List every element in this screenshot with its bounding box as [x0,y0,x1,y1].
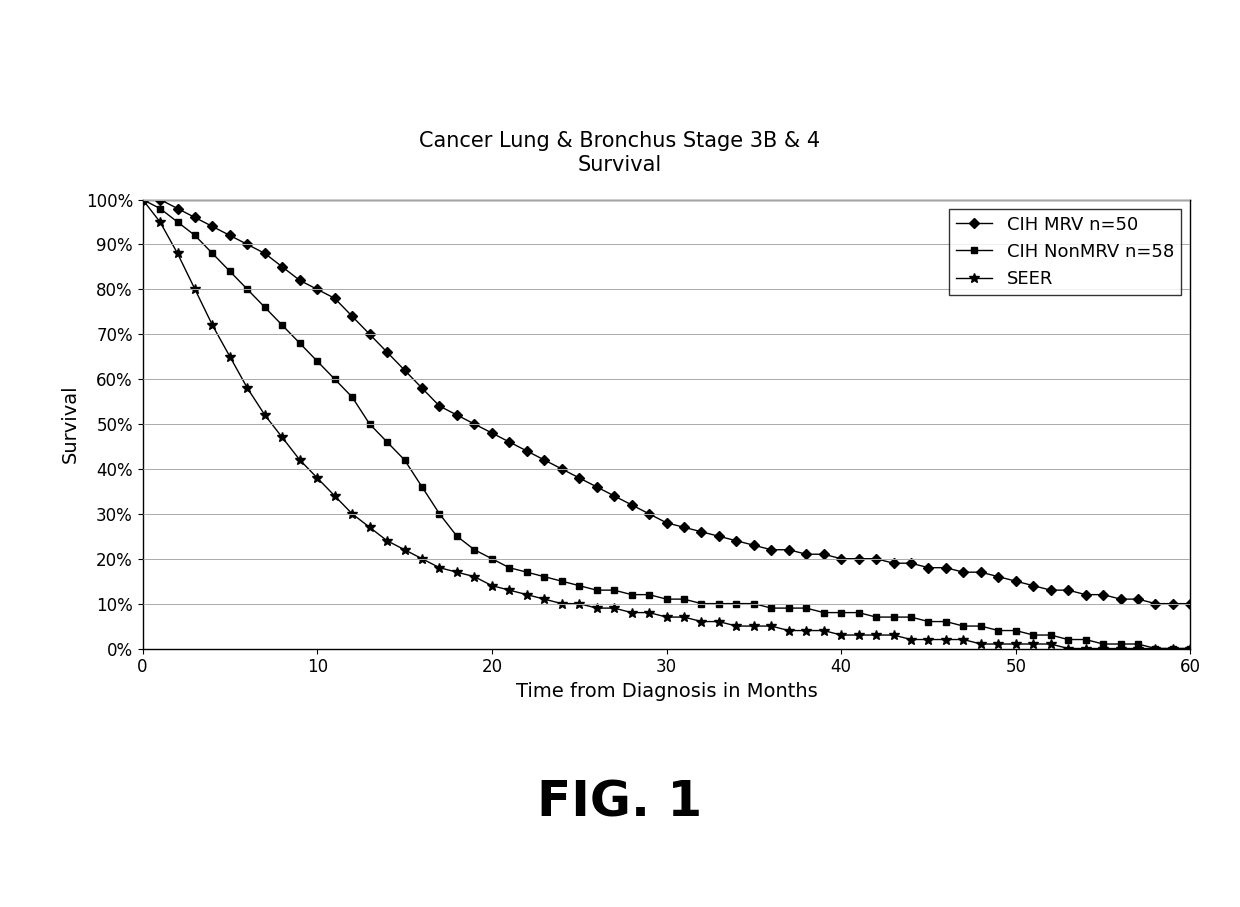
SEER [694,616,709,627]
SEER [764,620,779,631]
CIH NonMRV n=58 [379,436,394,447]
CIH MRV n=50 [764,544,779,555]
CIH NonMRV n=58 [345,392,360,403]
CIH NonMRV n=58 [1043,629,1058,640]
CIH MRV n=50 [345,311,360,322]
CIH MRV n=50 [502,436,517,447]
CIH NonMRV n=58 [764,602,779,613]
CIH MRV n=50 [1043,585,1058,596]
SEER [1060,643,1075,654]
Legend: CIH MRV n=50, CIH NonMRV n=58, SEER: CIH MRV n=50, CIH NonMRV n=58, SEER [949,209,1182,295]
CIH MRV n=50 [135,194,150,205]
SEER [1183,643,1198,654]
CIH NonMRV n=58 [694,599,709,610]
Y-axis label: Survival: Survival [61,385,81,463]
CIH NonMRV n=58 [135,194,150,205]
SEER [135,194,150,205]
CIH NonMRV n=58 [1183,643,1198,654]
CIH MRV n=50 [1148,599,1163,610]
Text: Survival: Survival [578,155,662,175]
SEER [502,585,517,596]
CIH MRV n=50 [694,526,709,537]
CIH NonMRV n=58 [502,562,517,573]
CIH MRV n=50 [379,346,394,357]
Line: SEER: SEER [138,195,1195,653]
Text: Cancer Lung & Bronchus Stage 3B & 4: Cancer Lung & Bronchus Stage 3B & 4 [419,131,821,151]
SEER [345,508,360,519]
Line: CIH NonMRV n=58: CIH NonMRV n=58 [139,196,1194,652]
Text: FIG. 1: FIG. 1 [537,779,703,826]
CIH NonMRV n=58 [1148,643,1163,654]
SEER [1043,639,1058,649]
X-axis label: Time from Diagnosis in Months: Time from Diagnosis in Months [516,682,817,701]
Line: CIH MRV n=50: CIH MRV n=50 [139,196,1194,607]
SEER [379,535,394,546]
CIH MRV n=50 [1183,599,1198,610]
